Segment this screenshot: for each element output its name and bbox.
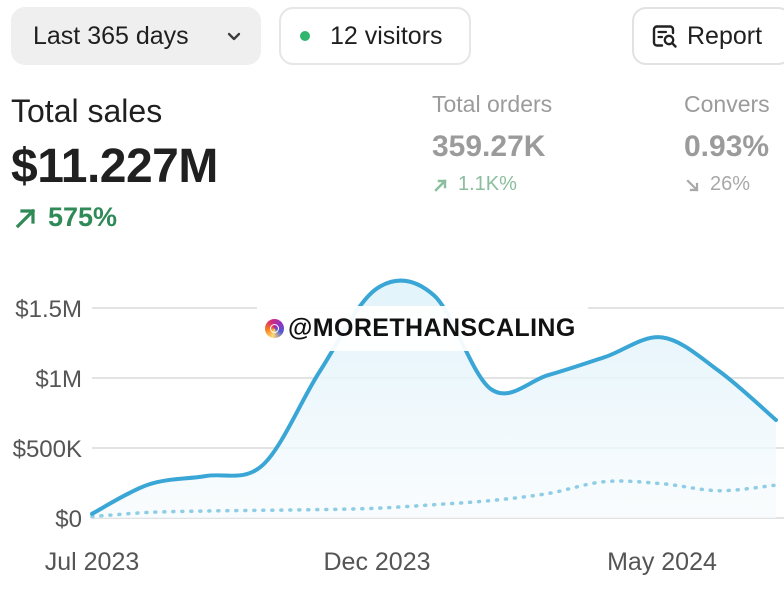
- date-range-select[interactable]: Last 365 days: [11, 7, 261, 65]
- total-sales-change: 575%: [13, 202, 117, 233]
- conversion-change: 26%: [684, 173, 770, 196]
- total-orders-metric: Total orders 359.27K 1.1K%: [432, 91, 552, 196]
- total-orders-change-value: 1.1K%: [458, 173, 517, 195]
- arrow-up-right-icon: [13, 205, 39, 231]
- report-label: Report: [687, 21, 763, 50]
- watermark-overlay: @MORETHANSCALING: [257, 306, 588, 351]
- x-tick-label: Jul 2023: [45, 548, 140, 576]
- total-sales-change-value: 575%: [48, 202, 118, 232]
- y-tick-label: $1.5M: [15, 296, 82, 323]
- y-tick-label: $0: [55, 506, 82, 533]
- report-search-icon: [650, 21, 680, 51]
- date-range-label: Last 365 days: [33, 21, 189, 50]
- conversion-value: 0.93%: [684, 130, 770, 163]
- total-orders-change: 1.1K%: [432, 173, 552, 196]
- instagram-threads-icon: [265, 319, 284, 338]
- sales-series-line: [90, 278, 778, 516]
- watermark-text: @MORETHANSCALING: [288, 314, 576, 342]
- conversion-change-value: 26%: [710, 173, 751, 195]
- conversion-title: Convers: [684, 91, 770, 117]
- total-sales-title: Total sales: [11, 93, 163, 129]
- arrow-down-right-icon: [684, 176, 702, 194]
- report-button[interactable]: Report: [632, 7, 784, 65]
- live-visitors-label: 12 visitors: [330, 21, 443, 50]
- total-orders-value: 359.27K: [432, 130, 546, 163]
- sales-area: [92, 280, 776, 518]
- x-tick-label: May 2024: [607, 548, 717, 576]
- comparison-series-line: [90, 479, 778, 519]
- total-sales-value: $11.227M: [11, 140, 218, 193]
- live-status-dot-icon: [300, 31, 310, 41]
- arrow-up-right-icon: [432, 176, 450, 194]
- y-tick-label: $500K: [13, 436, 82, 463]
- conversion-metric: Convers 0.93% 26%: [684, 91, 770, 196]
- live-visitors-button[interactable]: 12 visitors: [279, 7, 471, 65]
- x-tick-label: Dec 2023: [323, 548, 430, 576]
- total-orders-title: Total orders: [432, 91, 553, 117]
- y-tick-label: $1M: [35, 366, 82, 393]
- chevron-down-icon: [225, 27, 243, 45]
